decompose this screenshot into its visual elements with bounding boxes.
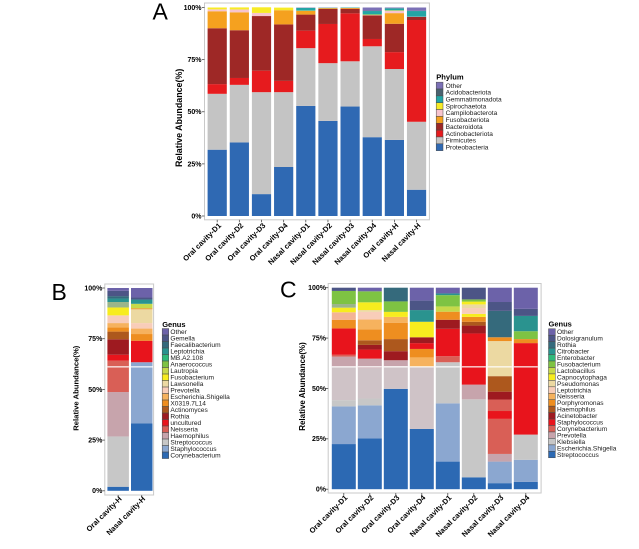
svg-text:Phylum: Phylum	[436, 72, 464, 81]
svg-text:Genus: Genus	[549, 319, 572, 328]
svg-text:75%: 75%	[187, 57, 202, 64]
svg-text:25%: 25%	[88, 438, 103, 445]
svg-text:75%: 75%	[88, 336, 103, 343]
svg-text:Streptococcus: Streptococcus	[557, 452, 599, 459]
svg-text:A: A	[153, 0, 169, 25]
svg-text:50%: 50%	[187, 109, 202, 116]
svg-text:Relative Abundance(%): Relative Abundance(%)	[298, 342, 307, 431]
svg-text:100%: 100%	[308, 285, 327, 292]
svg-text:Proteobacteria: Proteobacteria	[446, 144, 489, 151]
svg-text:75%: 75%	[312, 335, 327, 342]
svg-text:100%: 100%	[84, 285, 103, 292]
svg-text:B: B	[52, 279, 67, 305]
svg-text:100%: 100%	[184, 5, 203, 12]
svg-text:50%: 50%	[312, 386, 327, 393]
svg-text:0%: 0%	[191, 213, 202, 220]
svg-text:0%: 0%	[92, 488, 103, 495]
svg-text:25%: 25%	[312, 436, 327, 443]
svg-text:Relative Abundance(%): Relative Abundance(%)	[72, 345, 81, 431]
svg-text:25%: 25%	[187, 161, 202, 168]
svg-text:0%: 0%	[316, 487, 327, 494]
svg-text:Corynebacterium: Corynebacterium	[170, 453, 221, 460]
svg-text:50%: 50%	[88, 387, 103, 394]
svg-text:C: C	[280, 277, 297, 303]
svg-text:Relative Abundance(%): Relative Abundance(%)	[174, 69, 184, 167]
svg-text:Genus: Genus	[162, 320, 185, 329]
